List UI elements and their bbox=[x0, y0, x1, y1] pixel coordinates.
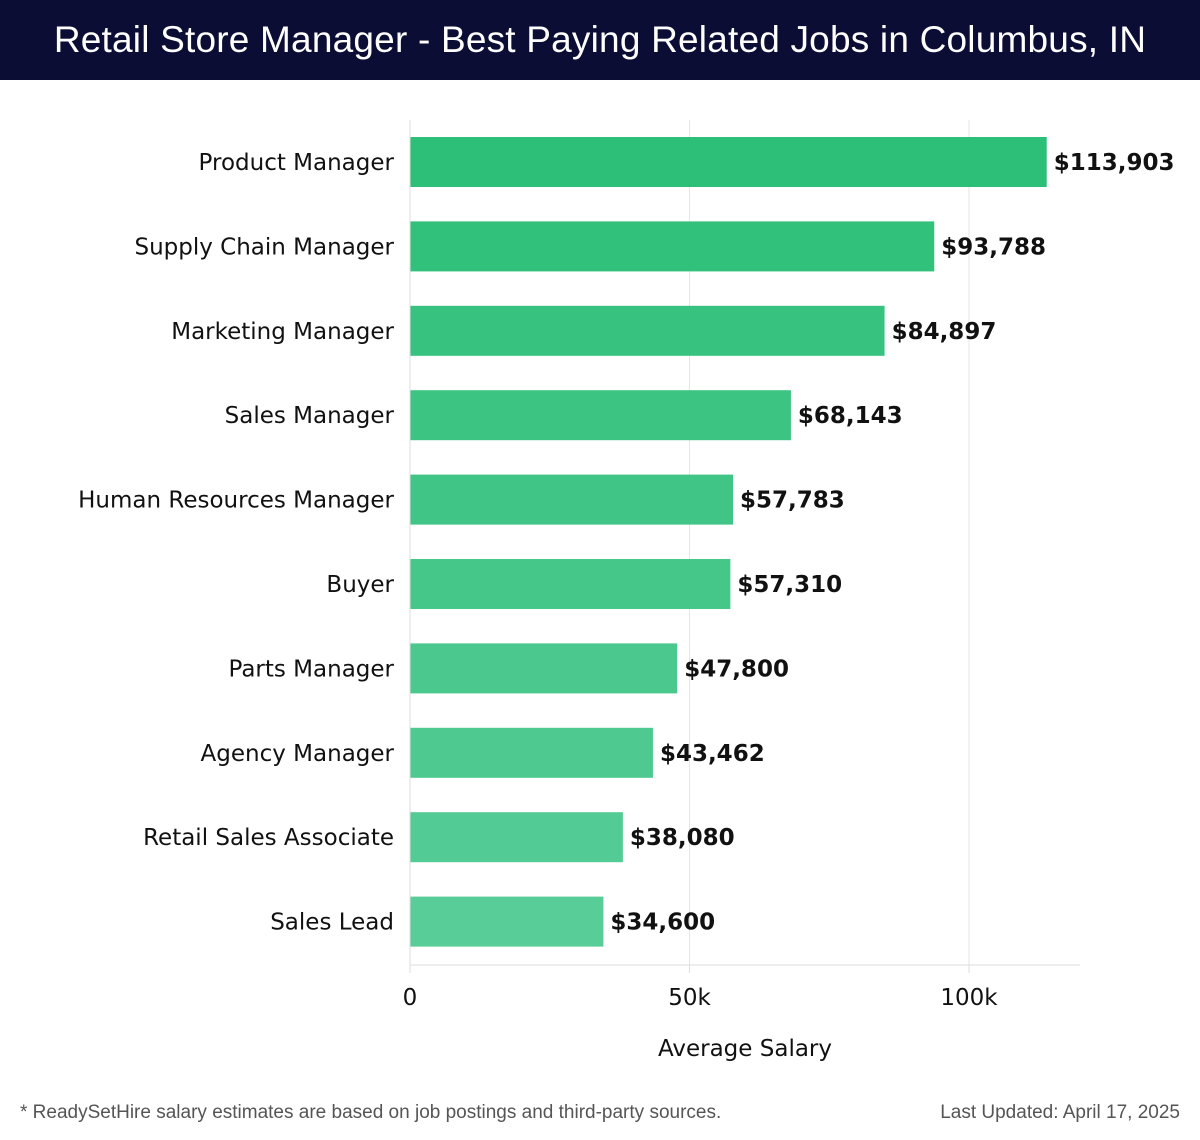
bar bbox=[410, 137, 1047, 187]
bar bbox=[410, 221, 935, 272]
footer: * ReadySetHire salary estimates are base… bbox=[0, 1096, 1200, 1130]
value-label: $84,897 bbox=[892, 319, 997, 345]
category-label: Human Resources Manager bbox=[78, 488, 394, 514]
value-label: $113,903 bbox=[1054, 150, 1175, 176]
bar-chart: Product Manager $113,903 Supply Chain Mana… bbox=[78, 120, 1174, 1062]
value-label: $43,462 bbox=[660, 741, 765, 767]
category-label: Marketing Manager bbox=[171, 319, 394, 345]
x-tick-label: 50k bbox=[668, 985, 711, 1011]
value-label: $47,800 bbox=[684, 656, 789, 682]
bar bbox=[410, 559, 731, 609]
category-label: Product Manager bbox=[199, 150, 395, 176]
footnote: * ReadySetHire salary estimates are base… bbox=[20, 1102, 722, 1123]
last-updated: Last Updated: April 17, 2025 bbox=[940, 1102, 1180, 1123]
category-label: Retail Sales Associate bbox=[143, 825, 394, 851]
bar bbox=[410, 812, 623, 863]
x-tick-label: 100k bbox=[940, 985, 998, 1011]
category-label: Supply Chain Manager bbox=[134, 234, 394, 260]
value-label: $38,080 bbox=[630, 825, 735, 851]
bar bbox=[410, 896, 604, 947]
category-label: Parts Manager bbox=[228, 656, 394, 682]
bar-layer bbox=[410, 137, 1047, 947]
bar bbox=[410, 305, 885, 356]
category-label: Agency Manager bbox=[201, 741, 395, 767]
category-label: Buyer bbox=[326, 572, 394, 598]
value-label: $68,143 bbox=[798, 403, 903, 429]
bar bbox=[410, 474, 734, 525]
bar bbox=[410, 727, 653, 778]
axis-layer: 0 50k 100k Average Salary bbox=[403, 120, 1080, 1062]
chart-title: Retail Store Manager - Best Paying Relat… bbox=[53, 19, 1147, 60]
label-layer: Product Manager $113,903 Supply Chain Mana… bbox=[78, 150, 1174, 936]
bar bbox=[410, 643, 678, 694]
x-tick-label: 0 bbox=[403, 985, 418, 1011]
bar bbox=[410, 390, 791, 441]
value-label: $57,783 bbox=[740, 488, 845, 514]
value-label: $93,788 bbox=[941, 234, 1046, 260]
category-label: Sales Lead bbox=[270, 910, 394, 936]
value-label: $57,310 bbox=[737, 572, 842, 598]
category-label: Sales Manager bbox=[225, 403, 395, 429]
x-axis-title: Average Salary bbox=[658, 1036, 832, 1062]
header-bar: Retail Store Manager - Best Paying Relat… bbox=[0, 0, 1200, 80]
value-label: $34,600 bbox=[610, 910, 715, 936]
